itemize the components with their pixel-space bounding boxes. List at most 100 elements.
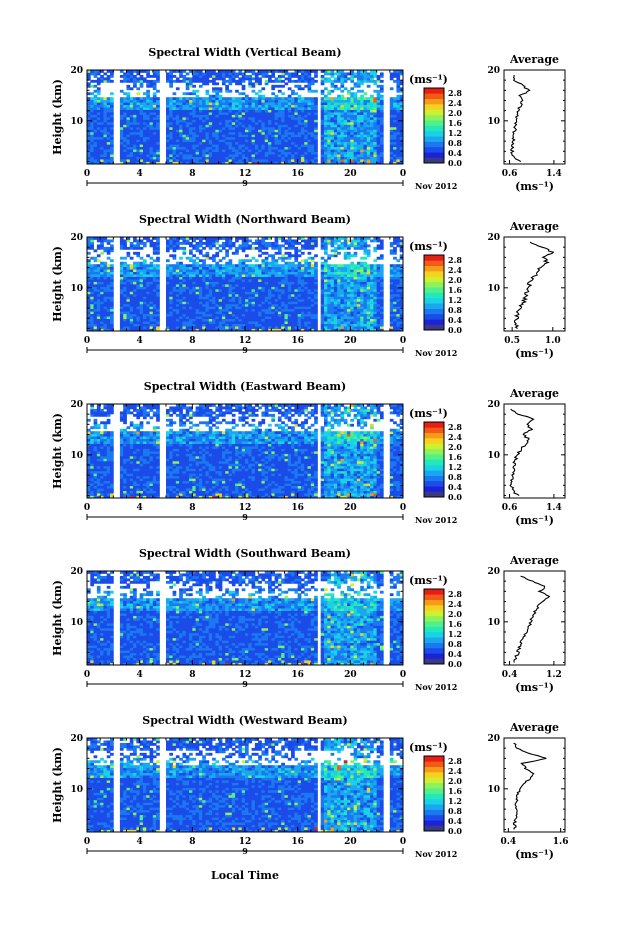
heatmap-cell <box>274 274 279 277</box>
heatmap-cell <box>221 126 226 130</box>
heatmap-cell <box>172 274 177 277</box>
heatmap-cell <box>241 156 246 160</box>
heatmap-cell <box>149 264 154 268</box>
heatmap-cell <box>195 266 200 270</box>
heatmap-cell <box>215 318 220 322</box>
heatmap-cell <box>195 246 200 250</box>
heatmap-cell <box>129 281 134 285</box>
heatmap-cell <box>185 159 190 162</box>
heatmap-cell <box>373 89 378 93</box>
heatmap-cell <box>238 308 243 312</box>
heatmap-cell <box>251 117 256 120</box>
heatmap-cell <box>245 121 249 125</box>
heatmap-cell <box>126 274 131 277</box>
heatmap-cell <box>189 104 193 108</box>
heatmap-cell <box>225 99 229 103</box>
heatmap-cell <box>356 112 361 115</box>
heatmap-cell <box>123 323 127 327</box>
heatmap-cell <box>175 261 180 265</box>
heatmap-cell <box>139 159 144 162</box>
heatmap-cell <box>146 72 150 76</box>
heatmap-cell <box>133 306 137 310</box>
heatmap-cell <box>245 264 249 268</box>
heatmap-cell <box>225 109 229 113</box>
heatmap-cell <box>320 154 325 157</box>
heatmap-cell <box>261 306 266 310</box>
heatmap-cell <box>126 79 131 83</box>
heatmap-cell <box>172 126 177 130</box>
heatmap-cell <box>169 306 173 310</box>
heatmap-cell <box>136 117 141 120</box>
heatmap-cell <box>254 97 259 101</box>
heatmap-cell <box>254 149 259 153</box>
heatmap-cell <box>268 281 272 285</box>
heatmap-cell <box>271 102 276 106</box>
heatmap-cell <box>129 244 134 248</box>
heatmap-cell <box>356 136 361 140</box>
heatmap-cell <box>363 141 368 145</box>
heatmap-cell <box>271 107 276 110</box>
heatmap-cell <box>195 77 200 81</box>
heatmap-cell <box>133 321 137 324</box>
heatmap-cell <box>271 74 276 78</box>
heatmap-cell <box>254 239 259 243</box>
heatmap-cell <box>379 146 384 150</box>
heatmap-cell <box>251 276 256 280</box>
heatmap-cell <box>149 318 154 322</box>
heatmap-cell <box>231 79 236 83</box>
heatmap-cell <box>215 264 220 268</box>
heatmap-cell <box>360 82 364 86</box>
heatmap-cell <box>93 119 98 123</box>
heatmap-cell <box>268 286 272 290</box>
heatmap-cell <box>297 99 302 103</box>
heatmap-cell <box>198 109 203 113</box>
heatmap-cell <box>93 146 98 150</box>
heatmap-cell <box>139 288 144 292</box>
average-profile-line <box>509 75 531 162</box>
heatmap-cell <box>294 129 299 133</box>
heatmap-cell <box>198 144 203 148</box>
heatmap-cell <box>235 246 239 250</box>
heatmap-cell <box>254 291 259 295</box>
heatmap-cell <box>166 149 170 153</box>
heatmap-cell <box>119 328 124 332</box>
panel-title: Spectral Width (Northward Beam) <box>139 213 351 226</box>
heatmap-cell <box>251 129 256 133</box>
heatmap-cell <box>284 104 289 108</box>
heatmap-cell <box>126 156 131 160</box>
heatmap-cell <box>215 271 220 275</box>
heatmap-cell <box>218 326 223 329</box>
heatmap-cell <box>337 107 341 110</box>
heatmap-cell <box>205 161 210 165</box>
heatmap-cell <box>142 266 147 270</box>
heatmap-cell <box>284 82 289 86</box>
heatmap-cell <box>235 323 239 327</box>
heatmap-cell <box>189 269 193 273</box>
heatmap-cell <box>225 291 229 295</box>
heatmap-cell <box>221 129 226 133</box>
heatmap-cell <box>93 136 98 140</box>
heatmap-cell <box>149 129 154 133</box>
heatmap-cell <box>208 102 213 106</box>
heatmap-cell <box>254 72 259 76</box>
heatmap-cell <box>96 244 101 248</box>
heatmap-cell <box>156 129 160 133</box>
heatmap-cell <box>110 70 114 73</box>
heatmap-cell <box>179 316 183 320</box>
heatmap-cell <box>261 112 266 115</box>
heatmap-cell <box>366 134 371 138</box>
heatmap-cell <box>261 301 266 305</box>
heatmap-cell <box>281 264 285 268</box>
heatmap-cell <box>287 266 292 270</box>
heatmap-cell <box>169 271 173 275</box>
heatmap-cell <box>221 141 226 145</box>
heatmap-cell <box>152 328 157 332</box>
heatmap-cell <box>212 149 216 153</box>
heatmap-cell <box>87 269 91 273</box>
heatmap-cell <box>376 112 381 115</box>
heatmap-cell <box>254 316 259 320</box>
heatmap-cell <box>149 326 154 329</box>
heatmap-cell <box>129 139 134 143</box>
heatmap-cell <box>330 82 335 86</box>
heatmap-cell <box>142 144 147 148</box>
